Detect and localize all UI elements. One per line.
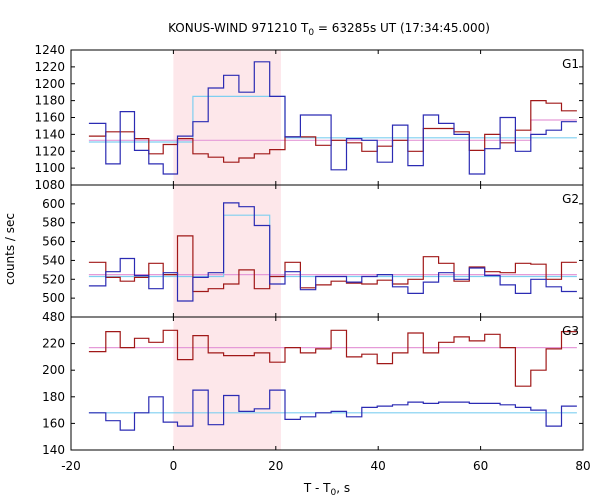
y-tick-label: 1200 xyxy=(34,77,65,91)
x-tick-label: 80 xyxy=(575,459,590,473)
x-axis-label: T - T0, s xyxy=(303,481,350,498)
panel-label: G3 xyxy=(562,324,579,338)
y-tick-label: 580 xyxy=(42,216,65,230)
panel-frame xyxy=(70,184,584,318)
x-tick-label: -20 xyxy=(61,459,81,473)
series-a-line xyxy=(88,389,577,431)
series-a-line xyxy=(88,202,577,302)
panel-g2: 480 500 520 540 560 580 600 G2 xyxy=(42,184,584,324)
y-tick-label: 520 xyxy=(42,272,65,286)
plot-area: 1080 1100 1120 1140 1160 1180 1200 1220 1240 G1 48… xyxy=(34,43,590,473)
x-axis-label-subscript: 0 xyxy=(331,488,337,498)
y-tick-label: 1240 xyxy=(34,43,65,57)
y-tick-label: 1220 xyxy=(34,60,65,74)
y-tick-label: 1180 xyxy=(34,94,65,108)
panel-g3: 140 160 180 200 220 G3 xyxy=(42,316,584,457)
y-tick-label: 600 xyxy=(42,197,65,211)
highlight-band xyxy=(173,317,281,450)
panel-label: G2 xyxy=(562,192,579,206)
y-tick-label: 220 xyxy=(42,337,65,351)
chart-title-prefix: KONUS-WIND 971210 T xyxy=(168,21,309,35)
y-tick-label: 480 xyxy=(42,310,65,324)
y-tick-label: 1140 xyxy=(34,127,65,141)
y-tick-label: 140 xyxy=(42,443,65,457)
highlight-band xyxy=(173,50,281,185)
y-tick-label: 1120 xyxy=(34,144,65,158)
y-axis-label: counts / sec xyxy=(3,213,17,285)
y-tick-label: 560 xyxy=(42,235,65,249)
fit-line-a xyxy=(88,214,577,278)
y-tick-label: 500 xyxy=(42,291,65,305)
x-axis-label-prefix: T - T xyxy=(303,481,331,495)
x-tick-label: 40 xyxy=(371,459,386,473)
chart-title: KONUS-WIND 971210 T0 = 63285s UT (17:34:… xyxy=(168,21,490,38)
panel-label: G1 xyxy=(562,57,579,71)
y-tick-label: 180 xyxy=(42,390,65,404)
x-axis-label-suffix: , s xyxy=(336,481,350,495)
y-tick-label: 1100 xyxy=(34,161,65,175)
y-tick-label: 160 xyxy=(42,416,65,430)
chart-title-suffix: = 63285s UT (17:34:45.000) xyxy=(314,21,490,35)
y-tick-label: 540 xyxy=(42,253,65,267)
panel-g1: 1080 1100 1120 1140 1160 1180 1200 1220 1240 G1 xyxy=(34,43,584,192)
y-tick-label: 1160 xyxy=(34,111,65,125)
series-b-line xyxy=(88,329,577,387)
highlight-band xyxy=(173,185,281,317)
chart-title-subscript: 0 xyxy=(308,28,314,38)
series-b-line xyxy=(88,100,577,163)
x-tick-label: 60 xyxy=(473,459,488,473)
panel-frame xyxy=(70,316,584,451)
y-tick-label: 200 xyxy=(42,363,65,377)
y-tick-label: 1080 xyxy=(34,178,65,192)
fit-line-a xyxy=(88,95,577,143)
series-b-line xyxy=(88,235,577,293)
series-a-line xyxy=(88,61,577,175)
x-tick-label: 0 xyxy=(170,459,178,473)
x-tick-label: 20 xyxy=(268,459,283,473)
